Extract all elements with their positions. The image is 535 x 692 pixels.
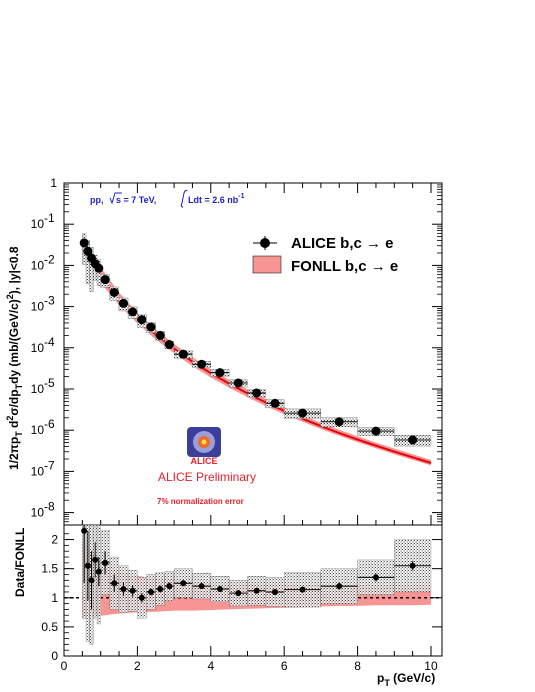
y-tick-exponent--1: -1 (44, 211, 55, 225)
ratio-point-3 (92, 556, 99, 563)
data-point-19 (298, 408, 308, 418)
data-point-7 (118, 298, 128, 308)
y-tick-exponent--5: -5 (44, 376, 55, 390)
ratio-point-0 (81, 527, 88, 534)
legend-model-label: FONLL b,c → e (291, 258, 398, 275)
ratio-point-15 (216, 586, 223, 593)
y-tick-exponent--8: -8 (44, 500, 55, 514)
data-point-1 (83, 246, 93, 256)
info-system: pp, (90, 195, 104, 205)
x-tick-label: 2 (134, 659, 141, 673)
sqrt-icon (109, 192, 122, 205)
ratio-point-6 (111, 580, 118, 587)
ratio-y-tick-label: 2 (51, 533, 58, 547)
y-tick-label--7: 10 (31, 464, 45, 478)
ratio-point-22 (409, 562, 416, 569)
data-point-11 (155, 330, 165, 340)
data-point-17 (252, 388, 262, 398)
spectrum-panel: 110-110-210-310-410-510-610-710-8 1/2πpT… (5, 176, 443, 526)
data-point-8 (128, 307, 138, 317)
y-tick-exponent--3: -3 (44, 294, 55, 308)
y-tick-exponent--4: -4 (44, 335, 55, 349)
y-tick-label-0: 1 (50, 176, 57, 190)
ratio-point-9 (138, 594, 145, 601)
y-tick-label--1: 10 (31, 217, 45, 231)
y-tick-exponent--7: -7 (44, 458, 55, 472)
legend: ALICE b,c → e FONLL b,c → e (252, 235, 398, 275)
data-point-4 (94, 263, 104, 273)
legend-data-label: ALICE b,c → e (291, 235, 394, 252)
y-tick-label--3: 10 (31, 300, 45, 314)
spectrum-plot-frame (63, 182, 443, 526)
ratio-point-21 (372, 574, 379, 581)
y-tick-label--6: 10 (31, 423, 45, 437)
normalization-error-label: 7% normalization error (157, 497, 244, 506)
svg-text:pp,: pp, (90, 195, 104, 205)
legend-model-swatch (252, 255, 282, 274)
spectrum-y-axis-title: 1/2πpT d2σ/dpTdy (mb/(GeV/c)2), |y|<0.8 (5, 246, 24, 470)
svg-text:s = 7 TeV,: s = 7 TeV, (116, 195, 156, 205)
data-point-16 (233, 378, 243, 388)
ratio-point-10 (147, 588, 154, 595)
ratio-point-13 (180, 580, 187, 587)
data-point-0 (79, 238, 89, 248)
integral-icon (180, 189, 188, 208)
ratio-point-14 (198, 583, 205, 590)
info-energy: s = 7 TeV, (116, 195, 156, 205)
alice-logo: ALICE (187, 427, 221, 466)
ratio-point-20 (336, 583, 343, 590)
x-axis-title: pT (GeV/c) (377, 671, 435, 688)
preliminary-label: ALICE Preliminary (158, 470, 256, 484)
data-point-22 (408, 435, 418, 445)
data-point-14 (197, 359, 207, 369)
ratio-y-tick-label: 0.5 (41, 620, 58, 634)
x-tick-label: 0 (61, 659, 68, 673)
data-point-18 (270, 398, 280, 408)
data-point-15 (215, 368, 225, 378)
data-point-9 (137, 315, 147, 325)
x-tick-label: 8 (354, 659, 361, 673)
data-point-5 (100, 275, 110, 285)
ratio-y-tick-label: 0 (51, 649, 58, 663)
data-point-13 (178, 349, 188, 359)
data-point-12 (164, 340, 174, 350)
ratio-point-8 (129, 587, 136, 594)
y-tick-label--4: 10 (31, 341, 45, 355)
ratio-y-tick-label: 1 (51, 591, 58, 605)
svg-text:Ldt = 2.6 nb-1: Ldt = 2.6 nb-1 (188, 193, 245, 205)
ratio-panel: 0 0.5 1 1.5 2 0 2 4 6 8 10 Data/FONLL pT (GeV/c) (13, 524, 443, 688)
ratio-point-16 (235, 590, 242, 597)
y-tick-label--5: 10 (31, 382, 45, 396)
x-tick-label: 6 (281, 659, 288, 673)
data-point-20 (334, 417, 344, 427)
ratio-point-19 (299, 586, 306, 593)
ratio-y-tick-label: 1.5 (41, 562, 58, 576)
ratio-point-11 (157, 586, 164, 593)
ratio-point-2 (88, 577, 95, 584)
y-tick-exponent--2: -2 (44, 252, 55, 266)
info-luminosity-exp: -1 (238, 193, 244, 200)
data-point-6 (109, 287, 119, 297)
legend-data-marker (260, 238, 270, 248)
data-point-10 (146, 322, 156, 332)
y-tick-label--8: 10 (31, 506, 45, 520)
ratio-point-17 (253, 587, 260, 594)
ratio-point-5 (102, 559, 109, 566)
x-tick-label: 10 (424, 659, 438, 673)
y-tick-label--2: 10 (31, 258, 45, 272)
ratio-point-18 (272, 588, 279, 595)
ratio-point-7 (120, 586, 127, 593)
collision-info: pp, s = 7 TeV, Ldt = 2.6 nb-1 (90, 189, 245, 208)
ratio-y-axis-title: Data/FONLL (13, 528, 27, 597)
ratio-point-4 (95, 568, 102, 575)
svg-text:ALICE: ALICE (191, 456, 218, 466)
info-luminosity: Ldt = 2.6 nb (188, 195, 239, 205)
data-point-21 (371, 426, 381, 436)
ratio-point-1 (84, 562, 91, 569)
x-tick-label: 4 (207, 659, 214, 673)
y-tick-exponent--6: -6 (44, 417, 55, 431)
ratio-point-12 (166, 583, 173, 590)
